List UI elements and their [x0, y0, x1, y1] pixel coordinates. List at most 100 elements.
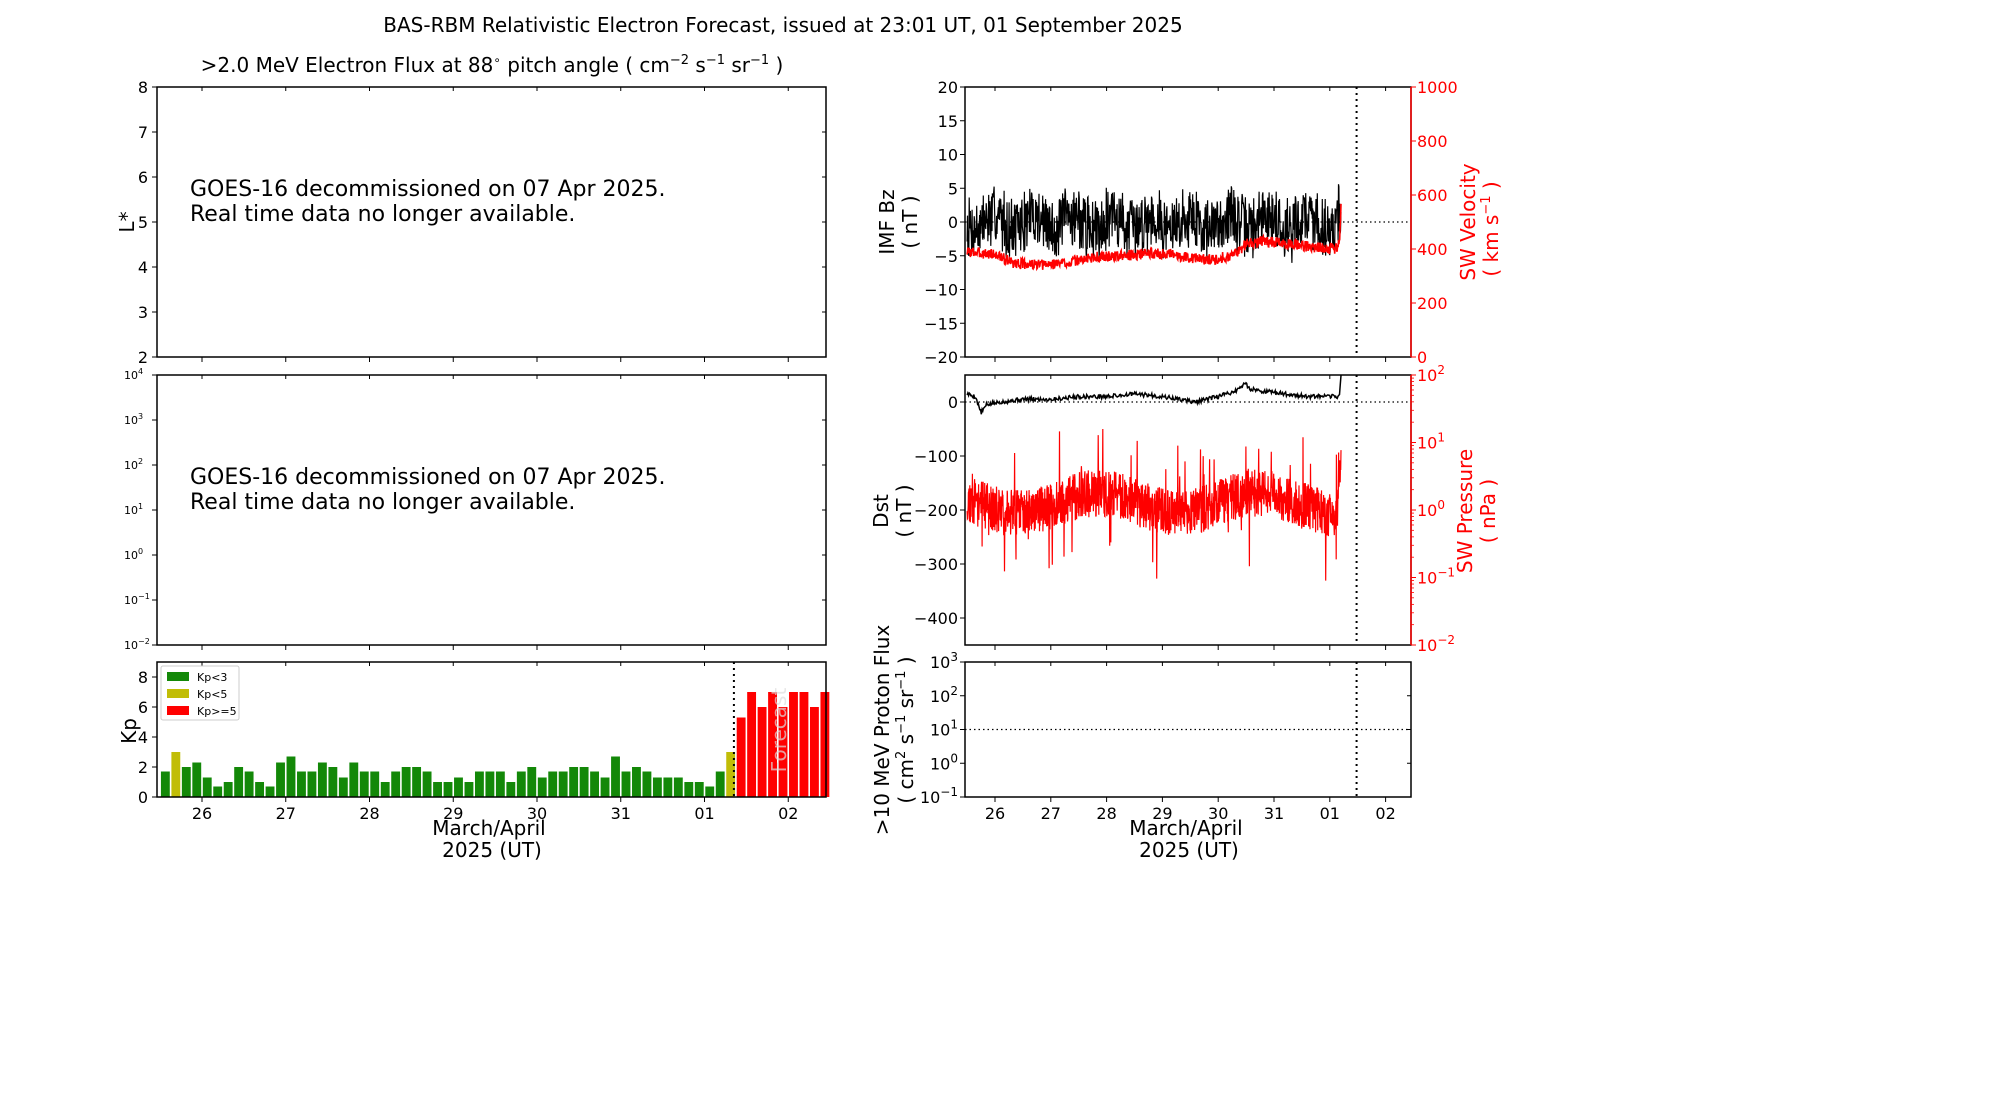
kp-bar — [621, 771, 631, 797]
kp-bar — [789, 692, 798, 797]
y-tick-label: −100 — [914, 447, 958, 466]
x-tick-label: 02 — [1375, 804, 1395, 823]
x-tick-label: 01 — [1320, 804, 1340, 823]
kp-legend: Kp<3 Kp<5 Kp>=5 — [160, 665, 240, 721]
y-tick-label: −200 — [914, 501, 958, 520]
kp-bar — [234, 767, 244, 797]
kp-bar — [433, 782, 442, 797]
y-tick-label: 10−1 — [124, 592, 150, 607]
kp-bar — [705, 786, 715, 797]
kp-bar — [736, 717, 746, 797]
kp-bar — [495, 771, 505, 797]
imf-y-label-line1: IMF Bz — [875, 189, 899, 254]
kp-x-axis: 26 27 28 29 30 31 01 02 — [192, 662, 798, 823]
proton-y-axis: 10−1 100 101 102 103 — [920, 650, 1411, 807]
kp-bar — [485, 771, 495, 797]
kp-bar — [401, 767, 411, 797]
y-tick-label: −15 — [924, 314, 958, 333]
kp-bar — [715, 771, 725, 797]
figure: BAS-RBM Relativistic Electron Forecast, … — [115, 13, 1503, 862]
legend-label-kp-ge5: Kp>=5 — [197, 705, 237, 718]
x-tick-label: 28 — [1096, 804, 1116, 823]
x-tick-label: 29 — [443, 804, 463, 823]
y-tick-label: −400 — [914, 609, 958, 628]
kp-bar — [160, 771, 170, 797]
y-tick-label: 100 — [124, 547, 143, 562]
kp-bar — [464, 782, 474, 797]
kp-bar — [412, 767, 422, 797]
y-tick-label: 10−2 — [124, 637, 150, 652]
kp-bar — [611, 756, 620, 797]
kp-bar — [663, 777, 673, 797]
dst-y-axis-right: 10−2 10−1 100 101 102 — [1411, 363, 1455, 655]
y-tick-label: 6 — [138, 168, 148, 187]
kp-x-label-line1: March/April — [432, 816, 545, 840]
kp-bar — [391, 771, 401, 797]
kp-bar — [516, 771, 526, 797]
y-tick-label: 7 — [138, 123, 148, 142]
y-tick-label-right: 1000 — [1417, 78, 1458, 97]
x-tick-label: 31 — [611, 804, 631, 823]
x-tick-label: 31 — [1264, 804, 1284, 823]
kp-bar — [307, 771, 317, 797]
x-tick-label: 02 — [778, 804, 798, 823]
kp-bar — [171, 752, 181, 797]
dst-y-label-line2: ( nT ) — [892, 484, 916, 537]
kp-bar — [349, 762, 359, 797]
imf-y-axis-right: 0 200 400 600 800 1000 — [1411, 78, 1458, 367]
proton-x-axis: 26 27 28 29 30 31 01 02 — [985, 662, 1396, 823]
y-tick-label: −5 — [934, 247, 958, 266]
imf-y-label-line2: ( nT ) — [898, 195, 922, 248]
kp-bar — [244, 771, 254, 797]
dst-y-axis-left: −400 −300 −200 −100 0 — [914, 393, 965, 628]
imf-y-axis-left: −20 −15 −10 −5 0 5 10 15 20 — [924, 78, 965, 367]
y-tick-label-right: 10−1 — [1417, 566, 1455, 588]
x-tick-label: 29 — [1152, 804, 1172, 823]
y-tick-label: 0 — [948, 213, 958, 232]
legend-swatch-red — [167, 706, 189, 715]
x-tick-label: 30 — [527, 804, 547, 823]
figure-title: BAS-RBM Relativistic Electron Forecast, … — [383, 13, 1182, 37]
flux-x-ticks — [201, 87, 789, 362]
y-tick-label: 102 — [124, 457, 143, 472]
kp-bar — [380, 782, 390, 797]
kp-bar — [694, 782, 704, 797]
y-tick-label: 100 — [930, 751, 958, 773]
legend-swatch-green — [167, 672, 189, 681]
legend-swatch-olive — [167, 689, 189, 698]
kp-bar — [527, 767, 537, 797]
kp-panel-frame — [156, 661, 827, 798]
kp-bar — [223, 782, 233, 797]
kp-x-label-line2: 2025 (UT) — [442, 838, 542, 862]
kp-bar — [506, 782, 516, 797]
y-tick-label-right: 600 — [1417, 186, 1448, 205]
proton-x-label-line2: 2025 (UT) — [1139, 838, 1239, 862]
kp-bar — [757, 707, 767, 797]
proton-y-label-line2: ( cm2 s−1 sr−1 ) — [894, 656, 918, 803]
y-tick-label: 5 — [948, 179, 958, 198]
kp-bar — [537, 777, 547, 797]
flux-message-line2: Real time data no longer available. — [190, 202, 575, 227]
kp-bar — [747, 692, 757, 797]
kp-bar — [265, 786, 275, 797]
kp-bar — [726, 752, 736, 797]
y-tick-label: 103 — [124, 412, 143, 427]
y-tick-label: 10−1 — [920, 785, 958, 807]
kp-bar — [799, 692, 809, 797]
y-tick-label-right: 0 — [1417, 348, 1427, 367]
y-tick-label: 4 — [138, 258, 148, 277]
sw-velocity-series — [966, 203, 1342, 272]
kp-bar — [590, 771, 600, 797]
kp-bar — [443, 782, 453, 797]
flux-message-line1: GOES-16 decommissioned on 07 Apr 2025. — [190, 177, 666, 202]
y-tick-label: 8 — [138, 668, 148, 687]
y-tick-label-right: 10−2 — [1417, 633, 1455, 655]
x-tick-label: 26 — [192, 804, 212, 823]
kp-bar — [454, 777, 463, 797]
dst-y-label-line1: Dst — [869, 494, 893, 528]
kp-bar — [684, 782, 694, 797]
logflux-message-line2: Real time data no longer available. — [190, 490, 575, 515]
y-tick-label: −20 — [924, 348, 958, 367]
imf-bz-series — [966, 184, 1342, 263]
y-tick-label-right: 102 — [1417, 363, 1445, 385]
